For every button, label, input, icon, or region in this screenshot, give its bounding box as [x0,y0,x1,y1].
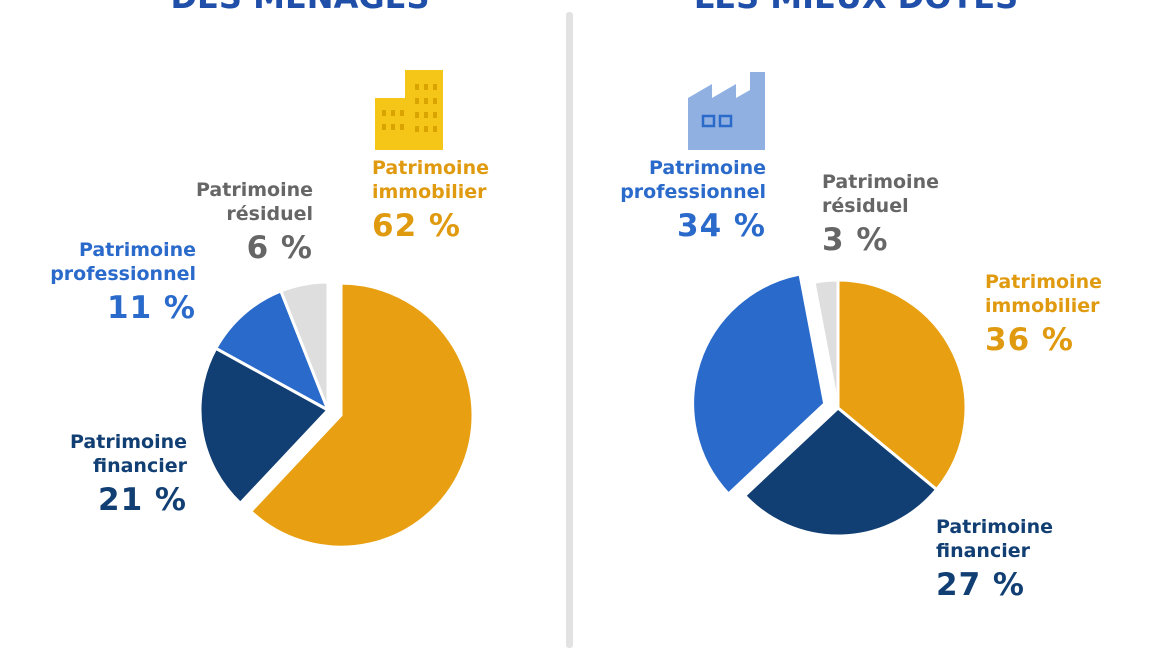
value-label: 62 % [372,208,461,244]
pie-slice [278,280,330,411]
pie-slice [812,278,840,409]
value-label: 27 % [936,567,1025,603]
category-label: Patrimoine résiduel [196,179,313,225]
slice-label: Patrimoine financier 21 % [37,430,187,522]
pie [198,280,475,549]
value-label: 36 % [985,322,1074,358]
slice-label: Patrimoine résiduel 3 % [822,170,972,262]
slice-label: Patrimoine immobilier 36 % [985,270,1135,362]
category-label: Patrimoine immobilier [985,271,1102,317]
slice-label: Patrimoine professionnel 11 % [46,238,196,330]
slice-label: Patrimoine financier 27 % [936,515,1086,607]
category-label: Patrimoine résiduel [822,171,939,217]
factory-icon [688,72,765,150]
value-label: 34 % [677,208,766,244]
value-label: 11 % [107,290,196,326]
slice-label: Patrimoine résiduel 6 % [163,178,313,270]
value-label: 6 % [246,230,313,266]
value-label: 21 % [98,482,187,518]
chart-title: DES MÉNAGES [170,0,429,16]
pie-slice [691,272,827,497]
divider [566,12,573,648]
category-label: Patrimoine professionnel [620,157,766,203]
slice-label: Patrimoine professionnel 34 % [616,156,766,248]
slice-label: Patrimoine immobilier 62 % [372,156,522,248]
category-label: Patrimoine financier [70,431,187,477]
category-label: Patrimoine immobilier [372,157,489,203]
pie-slice [742,406,939,538]
building-icon [375,70,443,150]
pie-slice [248,281,475,549]
pie-slice [836,278,968,492]
category-label: Patrimoine professionnel [50,239,196,285]
category-label: Patrimoine financier [936,516,1053,562]
pie [691,272,968,538]
pie-slice [213,289,331,414]
pie-slice [198,346,331,506]
value-label: 3 % [822,222,889,258]
chart-title: LES MIEUX DOTÉS [694,0,1018,16]
